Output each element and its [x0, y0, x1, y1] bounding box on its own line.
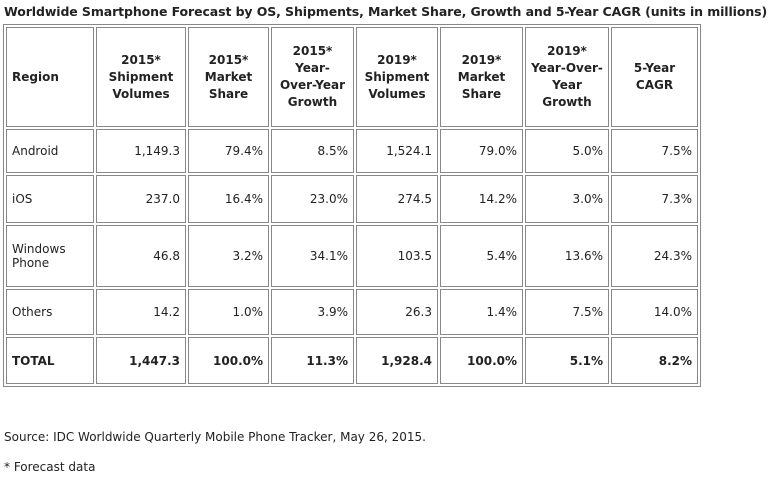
value-cell: 79.4%: [188, 129, 269, 173]
value-cell: 274.5: [356, 175, 438, 223]
title: Worldwide Smartphone Forecast by OS, Shi…: [4, 4, 768, 19]
value-cell: 1.4%: [440, 289, 523, 335]
value-cell: 8.2%: [611, 337, 698, 384]
value-cell: 16.4%: [188, 175, 269, 223]
footnote: * Forecast data: [4, 460, 96, 474]
value-cell: 14.0%: [611, 289, 698, 335]
region-cell: iOS: [6, 175, 94, 223]
column-header: 2019* Shipment Volumes: [356, 27, 438, 127]
column-header: 2015* Year-Over-Year Growth: [271, 27, 354, 127]
value-cell: 23.0%: [271, 175, 354, 223]
region-cell: Android: [6, 129, 94, 173]
total-row: TOTAL 1,447.3 100.0% 11.3% 1,928.4 100.0% 5.1%…: [6, 337, 698, 384]
value-cell: 5.4%: [440, 225, 523, 287]
value-cell: 237.0: [96, 175, 186, 223]
data-row: Windows Phone 46.8 3.2% 34.1% 103.5 5.4% 13.6%…: [6, 225, 698, 287]
value-cell: 7.5%: [525, 289, 609, 335]
value-cell: 24.3%: [611, 225, 698, 287]
value-cell: 1,928.4: [356, 337, 438, 384]
column-header: 2015* Shipment Volumes: [96, 27, 186, 127]
region-cell: TOTAL: [6, 337, 94, 384]
data-row: Android 1,149.3 79.4% 8.5% 1,524.1 79.0% 5.0% 7…: [6, 129, 698, 173]
value-cell: 1,447.3: [96, 337, 186, 384]
value-cell: 5.0%: [525, 129, 609, 173]
value-cell: 7.3%: [611, 175, 698, 223]
value-cell: 34.1%: [271, 225, 354, 287]
value-cell: 1.0%: [188, 289, 269, 335]
value-cell: 79.0%: [440, 129, 523, 173]
column-header: 2015* Market Share: [188, 27, 269, 127]
value-cell: 1,149.3: [96, 129, 186, 173]
column-header: Region: [6, 27, 94, 127]
value-cell: 3.0%: [525, 175, 609, 223]
table-body: Region 2015* Shipment Volumes 2015* Market…: [6, 27, 698, 384]
column-header: 5-Year CAGR: [611, 27, 698, 127]
value-cell: 11.3%: [271, 337, 354, 384]
value-cell: 13.6%: [525, 225, 609, 287]
column-header: 2019* Market Share: [440, 27, 523, 127]
value-cell: 26.3: [356, 289, 438, 335]
column-header: 2019* Year-Over-Year Growth: [525, 27, 609, 127]
region-cell: Others: [6, 289, 94, 335]
value-cell: 103.5: [356, 225, 438, 287]
header-row: Region 2015* Shipment Volumes 2015* Market…: [6, 27, 698, 127]
value-cell: 8.5%: [271, 129, 354, 173]
value-cell: 3.9%: [271, 289, 354, 335]
value-cell: 46.8: [96, 225, 186, 287]
value-cell: 5.1%: [525, 337, 609, 384]
source: Source: IDC Worldwide Quarterly Mobile P…: [4, 430, 426, 444]
value-cell: 14.2%: [440, 175, 523, 223]
value-cell: 100.0%: [440, 337, 523, 384]
data-row: iOS 237.0 16.4% 23.0% 274.5 14.2% 3.0% 7.3%: [6, 175, 698, 223]
value-cell: 3.2%: [188, 225, 269, 287]
value-cell: 1,524.1: [356, 129, 438, 173]
value-cell: 7.5%: [611, 129, 698, 173]
value-cell: 100.0%: [188, 337, 269, 384]
forecast-table: Region 2015* Shipment Volumes 2015* Market…: [3, 24, 701, 387]
region-cell: Windows Phone: [6, 225, 94, 287]
data-row: Others 14.2 1.0% 3.9% 26.3 1.4% 7.5% 14.0%: [6, 289, 698, 335]
value-cell: 14.2: [96, 289, 186, 335]
